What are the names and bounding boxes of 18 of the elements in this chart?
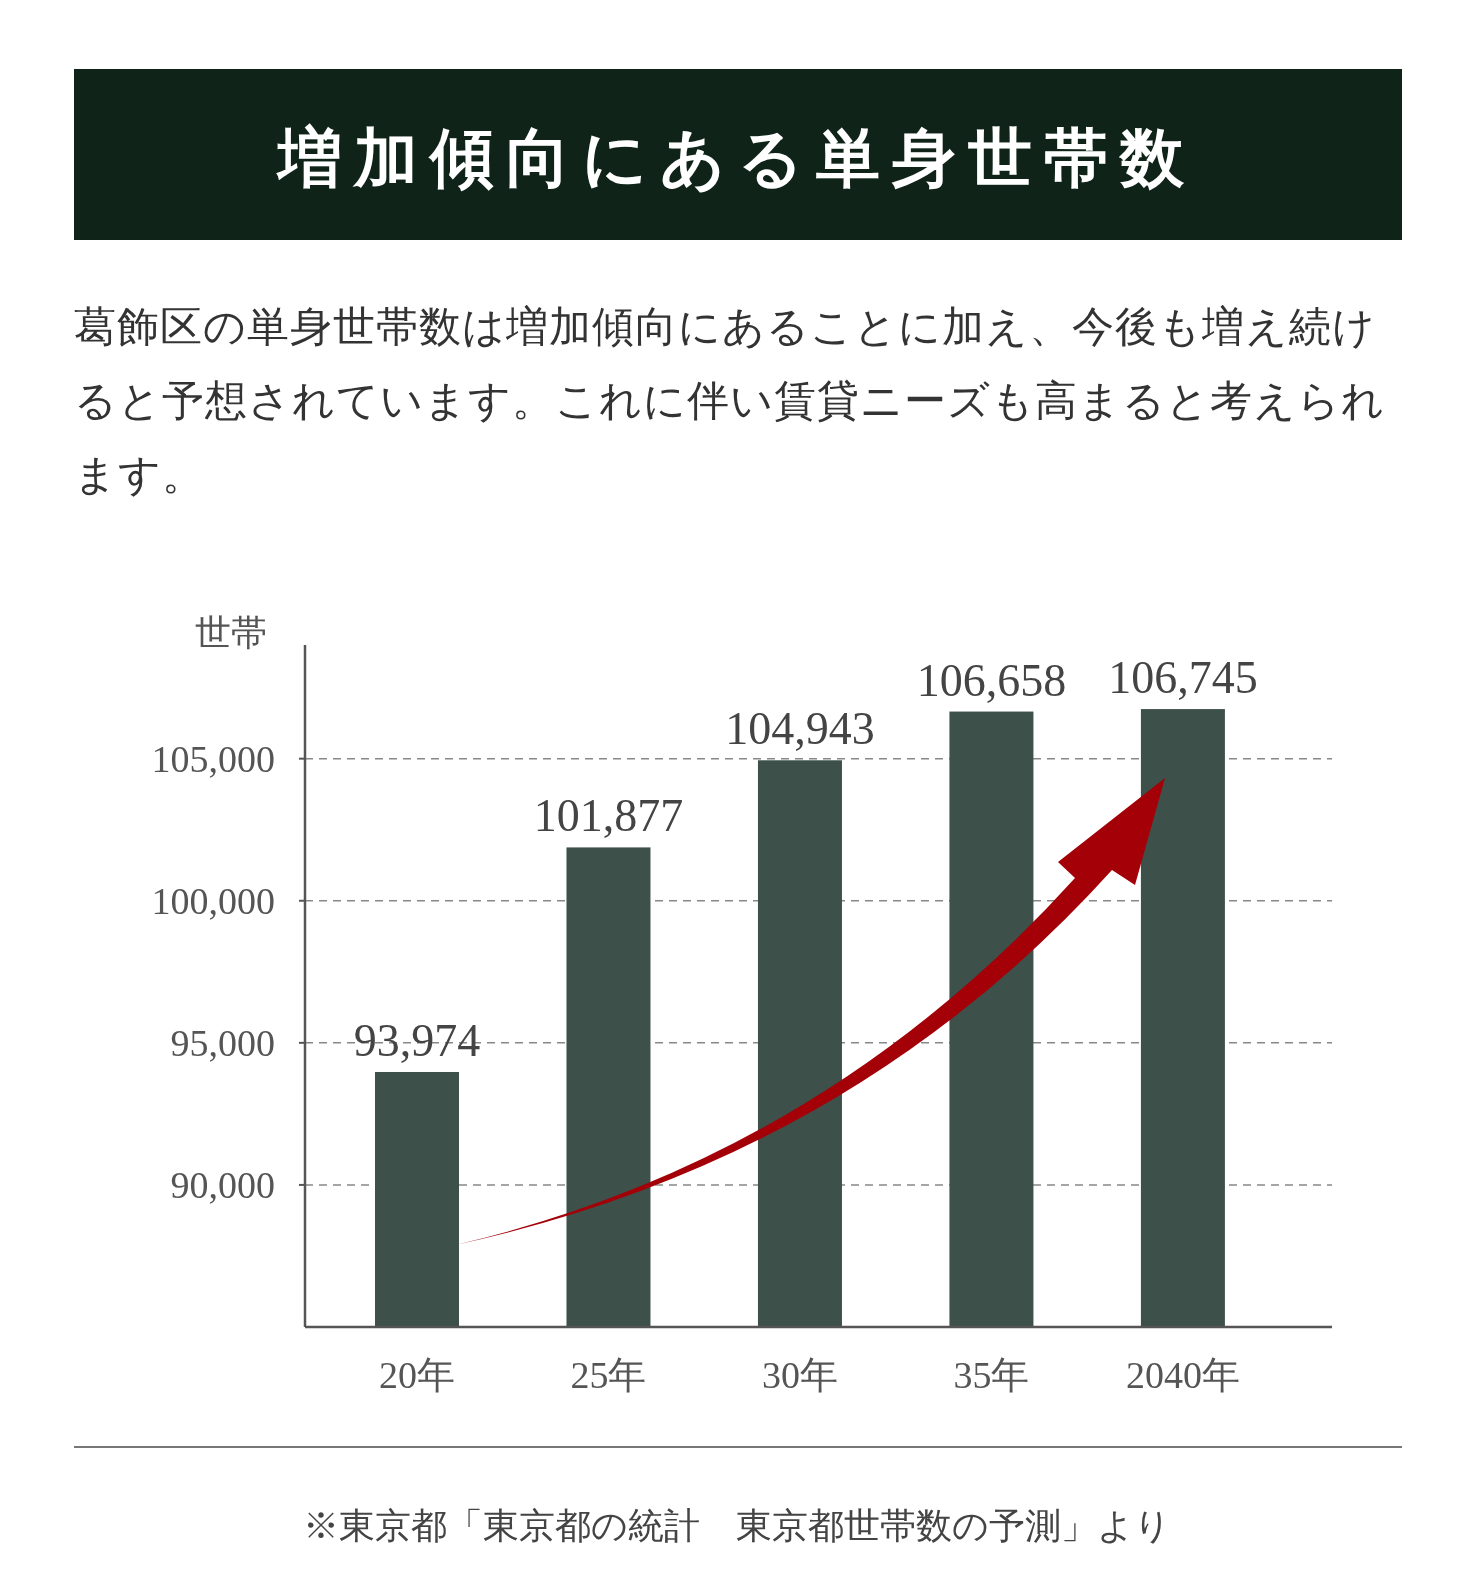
y-axis-title: 世帯 (195, 613, 267, 653)
y-tick-label: 95,000 (170, 1021, 275, 1064)
x-tick-label: 35年 (953, 1354, 1030, 1396)
x-tick-label: 30年 (761, 1354, 838, 1396)
data-label: 101,877 (533, 790, 684, 842)
y-tick-label: 105,000 (151, 737, 275, 780)
x-tick-label: 25年 (570, 1354, 647, 1396)
data-label: 93,974 (353, 1014, 481, 1066)
x-tick-label: 2040年 (1125, 1354, 1240, 1396)
text: ※東京都「東京都の統計 東京都世帯数の予測」より (303, 1506, 1171, 1546)
data-label: 106,745 (1108, 652, 1258, 704)
data-label: 106,658 (916, 654, 1067, 706)
x-tick-label: 20年 (379, 1354, 455, 1396)
chart-subtitle: 葛飾区の単身世帯数は増加傾向にあることに加え、今後も増え続けると予想されています。これに伴い賃貸ニーズも高まると考えられます。 (74, 303, 1386, 500)
chart-title: 増加傾向にある単身世帯数 (276, 123, 1196, 194)
y-tick-label: 100,000 (151, 879, 275, 922)
y-tick-label: 90,000 (170, 1163, 275, 1206)
data-label: 104,943 (725, 703, 875, 755)
